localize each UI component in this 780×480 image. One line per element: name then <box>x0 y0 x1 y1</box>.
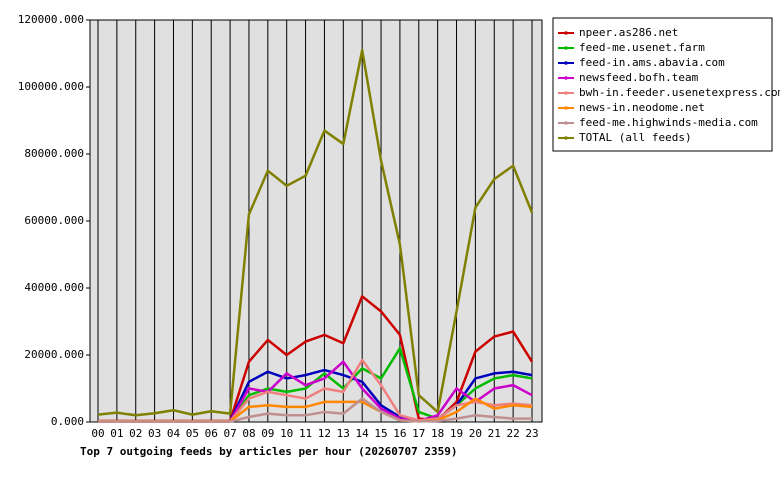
legend-label: feed-me.highwinds-media.com <box>579 116 758 129</box>
x-tick-label: 15 <box>374 427 387 440</box>
x-tick-label: 13 <box>337 427 350 440</box>
legend-label: news-in.neodome.net <box>579 101 705 114</box>
series-line <box>98 397 532 423</box>
chart-title: Top 7 outgoing feeds by articles per hou… <box>80 445 458 458</box>
y-tick-label: 60000.000 <box>24 214 84 227</box>
y-tick-label: 0.000 <box>51 415 84 428</box>
x-tick-label: 21 <box>488 427 501 440</box>
x-tick-label: 05 <box>186 427 199 440</box>
x-tick-label: 00 <box>91 427 104 440</box>
legend-label: npeer.as286.net <box>579 26 678 39</box>
x-tick-label: 20 <box>469 427 482 440</box>
x-tick-label: 08 <box>242 427 255 440</box>
y-tick-label: 100000.000 <box>18 80 84 93</box>
series-line <box>97 48 534 417</box>
x-tick-label: 12 <box>318 427 331 440</box>
legend-marker <box>564 121 568 125</box>
x-tick-label: 09 <box>261 427 274 440</box>
plot-area <box>89 19 543 423</box>
legend-label: TOTAL (all feeds) <box>579 131 692 144</box>
x-tick-label: 14 <box>356 427 370 440</box>
x-tick-label: 01 <box>110 427 123 440</box>
legend-marker <box>564 136 568 140</box>
x-tick-label: 04 <box>167 427 181 440</box>
legend-marker <box>564 46 568 50</box>
x-tick-label: 17 <box>412 427 425 440</box>
legend-box <box>552 17 773 152</box>
x-tick-label: 03 <box>148 427 161 440</box>
legend-label: feed-me.usenet.farm <box>579 41 705 54</box>
x-tick-label: 22 <box>507 427 520 440</box>
x-tick-label: 18 <box>431 427 444 440</box>
legend-marker <box>564 106 568 110</box>
x-tick-label: 06 <box>205 427 218 440</box>
x-tick-label: 16 <box>393 427 406 440</box>
x-tick-label: 23 <box>525 427 538 440</box>
x-tick-label: 07 <box>223 427 236 440</box>
y-tick-label: 120000.000 <box>18 13 84 26</box>
legend-label: newsfeed.bofh.team <box>579 71 699 84</box>
legend-marker <box>564 31 568 35</box>
legend-marker <box>564 91 568 95</box>
x-tick-label: 02 <box>129 427 142 440</box>
legend-label: bwh-in.feeder.usenetexpress.com <box>579 86 780 99</box>
legend-marker <box>564 61 568 65</box>
y-tick-label: 80000.000 <box>24 147 84 160</box>
x-tick-label: 11 <box>299 427 312 440</box>
legend-marker <box>564 76 568 80</box>
legend-label: feed-in.ams.abavia.com <box>579 56 725 69</box>
x-tick-label: 19 <box>450 427 463 440</box>
x-tick-label: 10 <box>280 427 293 440</box>
y-tick-label: 40000.000 <box>24 281 84 294</box>
y-tick-label: 20000.000 <box>24 348 84 361</box>
